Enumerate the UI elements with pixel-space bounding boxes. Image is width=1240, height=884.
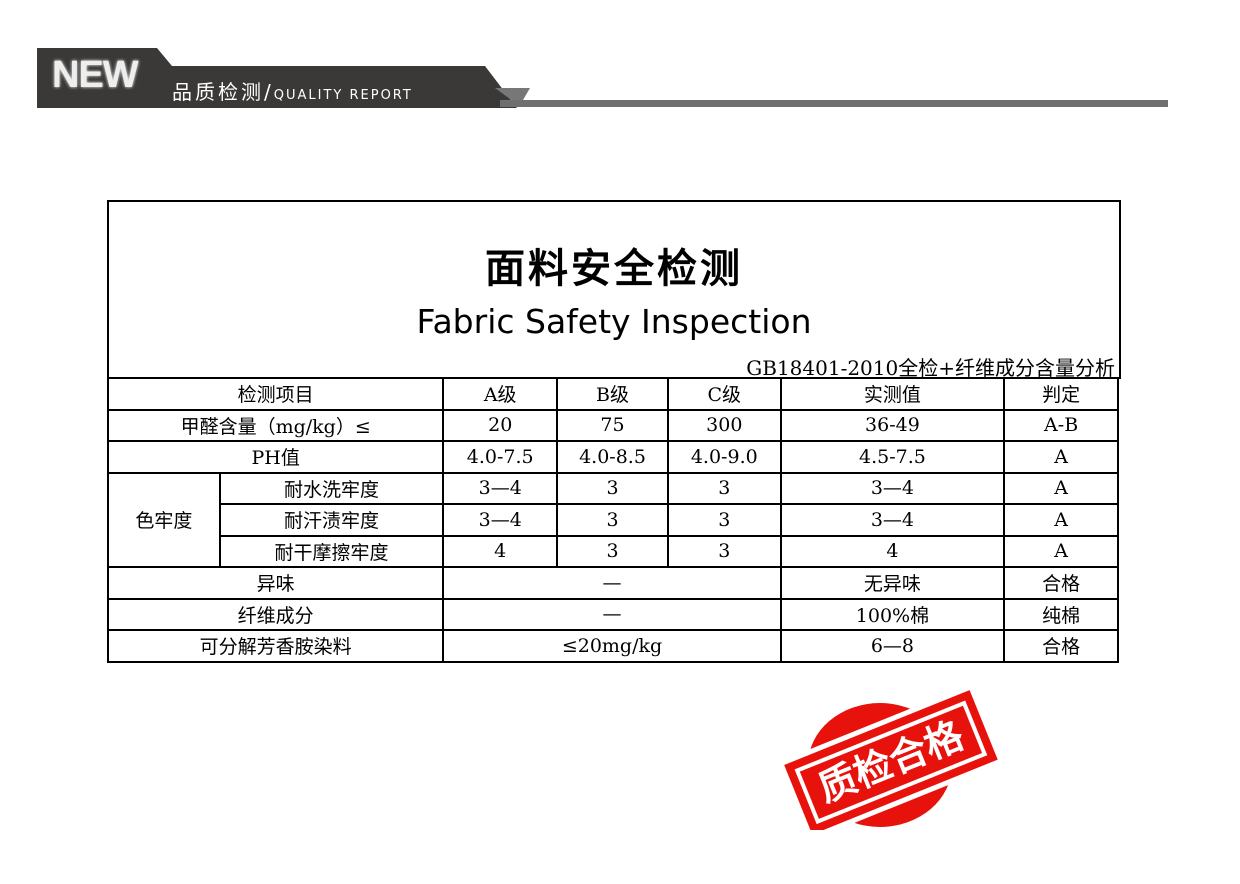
header-cell: C级 <box>666 377 782 411</box>
grade-b-cell: 3 <box>556 503 669 537</box>
item-cell: 甲醛含量（mg/kg）≤ <box>106 408 445 442</box>
grade-a-cell: 4.0-7.5 <box>442 440 559 474</box>
item-cell: 纤维成分 <box>106 597 445 631</box>
item-cell: 异味 <box>106 566 445 600</box>
report-header: 面料安全检测 Fabric Safety Inspection GB18401-… <box>107 200 1121 380</box>
quality-passed-stamp: 质检合格 <box>780 683 1000 830</box>
result-cell: A <box>1003 534 1119 568</box>
header-cell: A级 <box>442 377 559 411</box>
report-title-cn: 面料安全检测 <box>485 246 743 292</box>
measured-cell: 3—4 <box>779 471 1006 505</box>
grade-a-cell: 3—4 <box>442 503 559 537</box>
limit-cell: — <box>442 597 782 631</box>
item-cell: PH值 <box>106 440 445 474</box>
header-cell: 检测项目 <box>106 377 445 411</box>
table-row: 异味 — 无异味 合格 <box>106 566 1119 600</box>
measured-cell: 无异味 <box>779 566 1006 600</box>
table-header-row: 检测项目 A级 B级 C级 实测值 判定 <box>106 377 1119 411</box>
measured-cell: 4.5-7.5 <box>779 440 1006 474</box>
table-row: 纤维成分 — 100%棉 纯棉 <box>106 597 1119 631</box>
grade-c-cell: 300 <box>666 408 782 442</box>
header-rule <box>500 100 1168 107</box>
header-cell: B级 <box>556 377 669 411</box>
item-cell: 可分解芳香胺染料 <box>106 629 445 663</box>
grade-a-cell: 4 <box>442 534 559 568</box>
report-title-en: Fabric Safety Inspection <box>416 302 812 341</box>
table-row: 甲醛含量（mg/kg）≤ 20 75 300 36-49 A-B <box>106 408 1119 442</box>
inspection-table: 检测项目 A级 B级 C级 实测值 判定 甲醛含量（mg/kg）≤ 20 75 … <box>106 377 1119 663</box>
limit-cell: ≤20mg/kg <box>442 629 782 663</box>
group-label-cell: 色牢度 <box>107 471 221 568</box>
table-row: PH值 4.0-7.5 4.0-8.5 4.0-9.0 4.5-7.5 A <box>106 440 1119 474</box>
new-label: NEW <box>52 54 139 96</box>
measured-cell: 6—8 <box>779 629 1006 663</box>
banner-title: 品质检测/QUALITY REPORT <box>172 76 413 105</box>
header-cell: 判定 <box>1003 377 1119 411</box>
result-cell: A-B <box>1003 408 1119 442</box>
item-cell: 耐干摩擦牢度 <box>218 534 445 568</box>
measured-cell: 4 <box>779 534 1006 568</box>
grade-c-cell: 3 <box>666 471 782 505</box>
item-cell: 耐汗渍牢度 <box>218 503 445 537</box>
measured-cell: 36-49 <box>779 408 1006 442</box>
grade-b-cell: 3 <box>556 471 669 505</box>
grade-c-cell: 4.0-9.0 <box>666 440 782 474</box>
banner-title-cn: 品质检测/ <box>172 80 274 104</box>
measured-cell: 3—4 <box>779 503 1006 537</box>
header-cell: 实测值 <box>779 377 1006 411</box>
grade-a-cell: 20 <box>442 408 559 442</box>
limit-cell: — <box>442 566 782 600</box>
result-cell: A <box>1003 440 1119 474</box>
result-cell: 合格 <box>1003 629 1119 663</box>
table-row: 色牢度 耐水洗牢度 3—4 3 3 3—4 A <box>107 471 1119 568</box>
grade-b-cell: 4.0-8.5 <box>556 440 669 474</box>
grade-c-cell: 3 <box>666 503 782 537</box>
grade-c-cell: 3 <box>666 534 782 568</box>
grade-b-cell: 75 <box>556 408 669 442</box>
item-cell: 耐水洗牢度 <box>218 471 445 505</box>
result-cell: 合格 <box>1003 566 1119 600</box>
measured-cell: 100%棉 <box>779 597 1006 631</box>
report-standard: GB18401-2010全检+纤维成分含量分析 <box>746 356 1115 380</box>
grade-a-cell: 3—4 <box>442 471 559 505</box>
result-cell: 纯棉 <box>1003 597 1119 631</box>
table-row: 可分解芳香胺染料 ≤20mg/kg 6—8 合格 <box>106 629 1119 663</box>
table-row: 耐汗渍牢度 3—4 3 3 3—4 A <box>108 503 1119 537</box>
result-cell: A <box>1003 471 1119 505</box>
grade-b-cell: 3 <box>556 534 669 568</box>
table-row: 耐干摩擦牢度 4 3 3 4 A <box>108 534 1119 568</box>
banner-title-en: QUALITY REPORT <box>273 88 413 103</box>
result-cell: A <box>1003 503 1119 537</box>
